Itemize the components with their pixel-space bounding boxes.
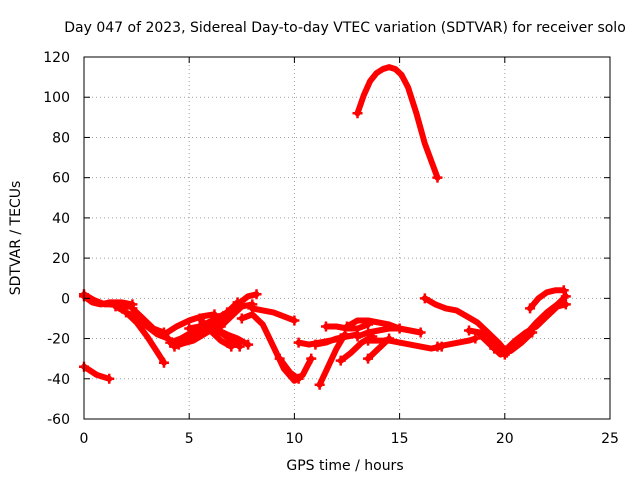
y-tick-label: 40 [52,211,70,227]
tick-layer: 0 5 10 15 20 25 -60 -40 -20 0 20 40 60 80 100 120 [43,50,619,447]
series-arc-25 [354,325,424,340]
y-tick-label: 0 [61,291,70,307]
series-arc-26 [365,337,445,352]
series-arc-34 [501,293,569,358]
series-arc-1 [81,363,113,382]
x-tick-label: 0 [80,431,89,447]
series-arc-24 [344,317,403,332]
y-tick-label: 60 [52,171,70,187]
point-arc-4 [158,357,169,368]
point-arc-34 [499,349,510,360]
point-arc-11 [184,323,195,334]
point-arc-35 [525,303,536,314]
point-arc-16 [236,313,247,324]
series-arc-28 [354,64,441,181]
point-arc-11 [234,341,245,352]
point-arc-18 [274,353,285,364]
point-arc-28 [432,172,443,183]
point-arc-15 [251,289,262,300]
point-arc-20 [310,339,321,350]
x-tick-label: 10 [285,431,303,447]
series-arc-12 [196,315,235,350]
point-arc-25 [352,331,363,342]
point-arc-29 [419,293,430,304]
point-arc-13 [209,323,220,334]
point-arc-12 [226,341,237,352]
series-arc-35 [527,287,567,312]
y-tick-label: 20 [52,251,70,267]
point-arc-32 [474,329,485,340]
point-arc-6 [127,303,138,314]
grid-layer [84,57,610,419]
point-arc-24 [342,321,352,332]
series-arc-13 [211,325,252,348]
series-arc-29 [421,295,510,356]
point-arc-30 [432,341,443,352]
point-arc-17 [247,303,258,314]
series-arc-20 [312,331,361,348]
point-arc-1 [104,373,115,384]
point-arc-15 [232,299,243,310]
point-arc-34 [560,291,571,302]
series-arc-21 [316,331,348,388]
point-arc-4 [110,301,121,312]
y-tick-label: -60 [47,412,70,428]
point-arc-10 [173,339,184,350]
x-tick-label: 25 [601,431,619,447]
point-arc-16 [306,353,317,364]
point-arc-28 [352,108,363,119]
point-arc-17 [289,315,300,326]
series-arc-27 [365,335,393,362]
y-tick-label: -20 [47,332,70,348]
series-arc-6 [129,305,167,336]
point-arc-7 [158,329,169,340]
y-tick-label: 80 [52,130,70,146]
series-arc-7 [161,311,218,338]
series-arc-18 [276,355,302,382]
point-arc-27 [363,353,374,364]
x-tick-label: 5 [185,431,194,447]
y-tick-label: 100 [43,90,70,106]
point-arc-25 [415,327,426,338]
point-arc-13 [243,339,254,350]
point-arc-33 [489,343,500,354]
series-arc-3 [81,293,136,308]
point-arc-21 [339,329,350,340]
point-arc-23 [335,355,346,366]
point-arc-19 [293,337,304,348]
series-arc-16 [238,311,315,384]
series-layer [79,64,571,390]
x-axis-label: GPS time / hours [286,458,403,474]
point-arc-35 [558,285,569,296]
y-tick-label: 120 [43,50,70,66]
chart-title: Day 047 of 2023, Sidereal Day-to-day VTE… [64,20,626,36]
x-tick-label: 15 [391,431,409,447]
plot-frame [83,56,611,420]
point-arc-12 [194,313,205,324]
series-arc-14 [217,301,256,330]
point-arc-18 [293,373,304,384]
series-arc-30 [434,335,479,350]
point-arc-5 [121,307,132,318]
point-arc-22 [320,321,331,332]
y-tick-label: -40 [47,372,70,388]
point-arc-14 [215,321,226,332]
series-arc-17 [249,305,298,324]
x-tick-label: 20 [496,431,514,447]
point-arc-21 [314,379,325,390]
point-arc-31 [464,325,475,336]
y-axis-label: SDTVAR / TECUs [8,181,24,296]
point-arc-27 [384,333,395,344]
point-arc-26 [363,335,374,346]
